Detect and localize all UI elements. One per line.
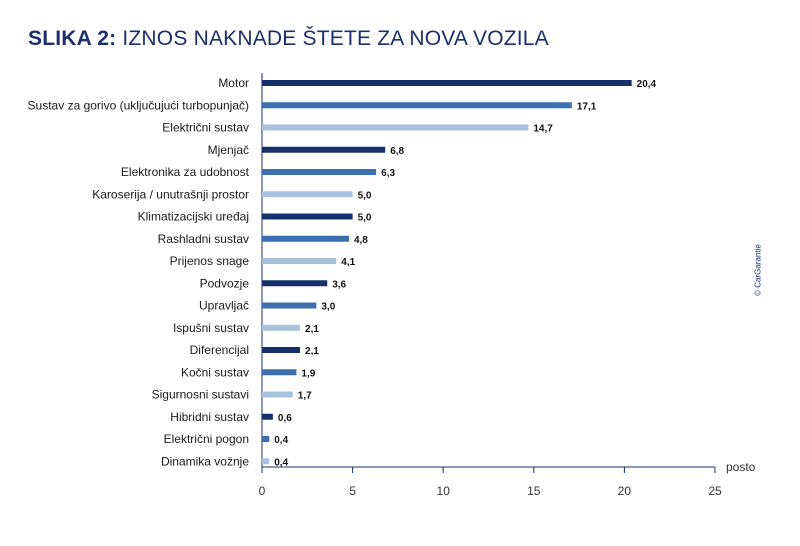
bar-value-label: 1,9 <box>301 368 315 379</box>
category-label: Sustav za gorivo (uključujući turbopunja… <box>28 98 249 112</box>
bar-value-label: 4,8 <box>354 235 368 246</box>
bar <box>262 124 529 131</box>
x-tick-label: 10 <box>437 484 451 498</box>
category-label: Diferencijal <box>190 343 249 357</box>
chart-title: SLIKA 2: IZNOS NAKNADE ŠTETE ZA NOVA VOZ… <box>28 27 549 51</box>
category-label: Električni sustav <box>162 121 249 135</box>
bar <box>262 369 297 376</box>
bar <box>262 347 301 353</box>
bar-value-label: 14,7 <box>533 124 553 135</box>
bar-value-label: 6,3 <box>381 168 395 179</box>
category-label: Hibridni sustav <box>170 410 249 424</box>
bar-value-label: 1,7 <box>298 391 312 402</box>
x-tick-label: 5 <box>349 484 356 498</box>
category-label: Motor <box>218 76 249 90</box>
bar-value-label: 2,1 <box>305 346 319 357</box>
bar <box>262 413 273 420</box>
bar <box>262 146 386 153</box>
bar <box>262 258 337 264</box>
bar-value-label: 5,0 <box>358 213 372 224</box>
category-label: Podvozje <box>200 276 250 290</box>
category-label: Rashladni sustav <box>158 232 249 246</box>
copyright-note: © CarGarantie <box>751 240 765 300</box>
bar-value-label: 2,1 <box>305 324 319 335</box>
bar-value-label: 4,1 <box>341 257 355 268</box>
category-label: Karoserija / unutrašnji prostor <box>92 187 249 201</box>
bar <box>262 302 317 309</box>
bar-value-label: 20,4 <box>637 79 657 90</box>
bar <box>262 324 301 331</box>
bar <box>262 169 377 175</box>
category-label: Električni pogon <box>164 432 249 446</box>
bar <box>262 391 293 398</box>
x-tick-label: 15 <box>527 484 541 498</box>
bar-value-label: 0,4 <box>274 457 288 468</box>
bar-value-label: 0,6 <box>278 413 292 424</box>
bar-value-label: 17,1 <box>577 101 597 112</box>
bar <box>262 436 270 442</box>
bar-value-label: 3,6 <box>332 279 346 290</box>
bar <box>262 235 349 242</box>
category-label: Prijenos snage <box>170 254 250 268</box>
x-tick-label: 25 <box>708 484 722 498</box>
bar-value-label: 6,8 <box>390 146 404 157</box>
x-tick-label: 20 <box>618 484 632 498</box>
category-label: Klimatizacijski uređaj <box>138 210 249 224</box>
category-label: Elektronika za udobnost <box>121 165 250 179</box>
bar <box>262 280 328 287</box>
x-axis-unit-label: posto <box>726 460 756 474</box>
chart-title-prefix: SLIKA 2: <box>28 27 117 50</box>
chart-title-main: IZNOS NAKNADE ŠTETE ZA NOVA VOZILA <box>122 27 549 50</box>
category-label: Upravljač <box>199 299 249 313</box>
bar <box>262 191 353 198</box>
category-label: Sigurnosni sustavi <box>152 388 249 402</box>
x-tick-label: 0 <box>259 484 266 498</box>
bar-value-label: 0,4 <box>274 435 288 446</box>
copyright-text: © CarGarantie <box>753 244 763 296</box>
bar-value-label: 3,0 <box>321 302 335 313</box>
category-label: Mjenjač <box>208 143 249 157</box>
bar <box>262 102 572 109</box>
bar-value-label: 5,0 <box>358 190 372 201</box>
bar <box>262 458 270 465</box>
category-label: Kočni sustav <box>181 365 249 379</box>
bar <box>262 80 632 86</box>
category-label: Ispušni sustav <box>173 321 249 335</box>
bar <box>262 213 353 220</box>
category-label: Dinamika vožnje <box>161 454 249 468</box>
